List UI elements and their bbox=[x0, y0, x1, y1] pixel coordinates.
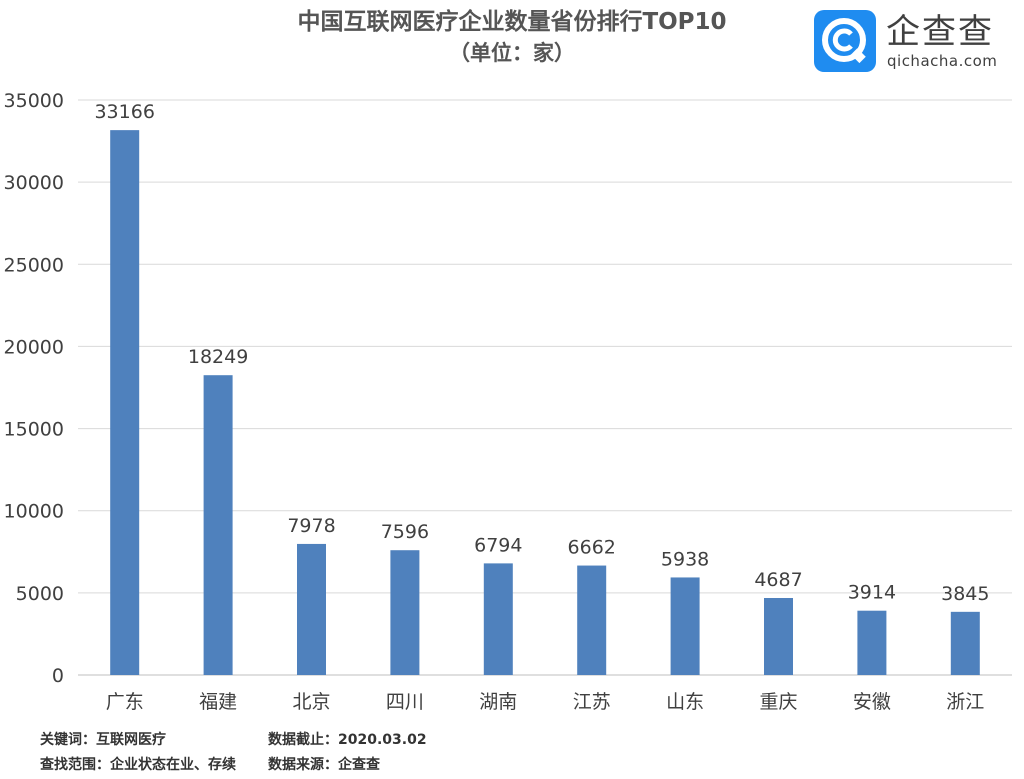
y-tick-label: 35000 bbox=[4, 90, 64, 112]
x-tick-label: 山东 bbox=[666, 691, 704, 713]
bar bbox=[577, 565, 607, 675]
chart-title-block: 中国互联网医疗企业数量省份排行TOP10 （单位：家） bbox=[0, 6, 1024, 68]
data-label: 7596 bbox=[381, 521, 429, 543]
y-tick-label: 25000 bbox=[4, 254, 64, 276]
bar bbox=[857, 610, 887, 675]
data-label: 3914 bbox=[848, 582, 896, 604]
bar bbox=[950, 611, 980, 675]
bar bbox=[764, 597, 793, 675]
footer-row-1: 关键词：互联网医疗 数据截止：2020.03.02 bbox=[40, 729, 427, 749]
y-tick-label: 15000 bbox=[4, 419, 64, 441]
footer-cutoff-date: 数据截止：2020.03.02 bbox=[268, 732, 427, 748]
y-tick-label: 10000 bbox=[4, 501, 64, 523]
x-tick-label: 广东 bbox=[106, 691, 144, 713]
y-tick-label: 0 bbox=[52, 665, 64, 687]
bar bbox=[203, 375, 233, 675]
x-tick-label: 安徽 bbox=[853, 691, 891, 713]
qichacha-logo-icon bbox=[814, 10, 876, 72]
footer-row-2: 查找范围：企业状态在业、存续 数据来源：企查查 bbox=[40, 754, 380, 774]
x-tick-label: 重庆 bbox=[759, 691, 797, 713]
bar bbox=[297, 543, 326, 675]
data-label: 6662 bbox=[568, 537, 616, 559]
x-tick-label: 北京 bbox=[292, 691, 330, 713]
y-tick-label: 5000 bbox=[16, 583, 64, 605]
logo-brand-name: 企查查 bbox=[886, 12, 994, 52]
logo-domain: qichacha.com bbox=[887, 52, 998, 70]
data-label: 33166 bbox=[94, 101, 154, 123]
footer-scope: 查找范围：企业状态在业、存续 bbox=[40, 757, 236, 773]
data-label: 7978 bbox=[287, 515, 335, 537]
x-tick-label: 湖南 bbox=[479, 691, 517, 713]
x-tick-label: 福建 bbox=[199, 691, 237, 713]
qichacha-logo: 企查查 qichacha.com bbox=[814, 10, 1014, 72]
x-tick-label: 江苏 bbox=[573, 691, 611, 713]
footer-source: 数据来源：企查查 bbox=[268, 757, 380, 773]
x-tick-label: 浙江 bbox=[946, 691, 984, 713]
data-label: 3845 bbox=[941, 583, 989, 605]
bar bbox=[390, 550, 420, 675]
chart-subtitle: （单位：家） bbox=[449, 41, 575, 65]
bar bbox=[670, 577, 700, 675]
data-label: 18249 bbox=[188, 346, 248, 368]
bar bbox=[483, 563, 513, 675]
data-label: 6794 bbox=[474, 534, 522, 556]
data-label: 4687 bbox=[754, 569, 802, 591]
footer-keywords: 关键词：互联网医疗 bbox=[40, 732, 166, 748]
data-label: 5938 bbox=[661, 548, 709, 570]
chart-title: 中国互联网医疗企业数量省份排行TOP10 bbox=[297, 9, 727, 35]
x-tick-label: 四川 bbox=[386, 691, 424, 713]
y-tick-label: 20000 bbox=[4, 336, 64, 358]
y-tick-label: 30000 bbox=[4, 172, 64, 194]
bar bbox=[110, 130, 140, 675]
